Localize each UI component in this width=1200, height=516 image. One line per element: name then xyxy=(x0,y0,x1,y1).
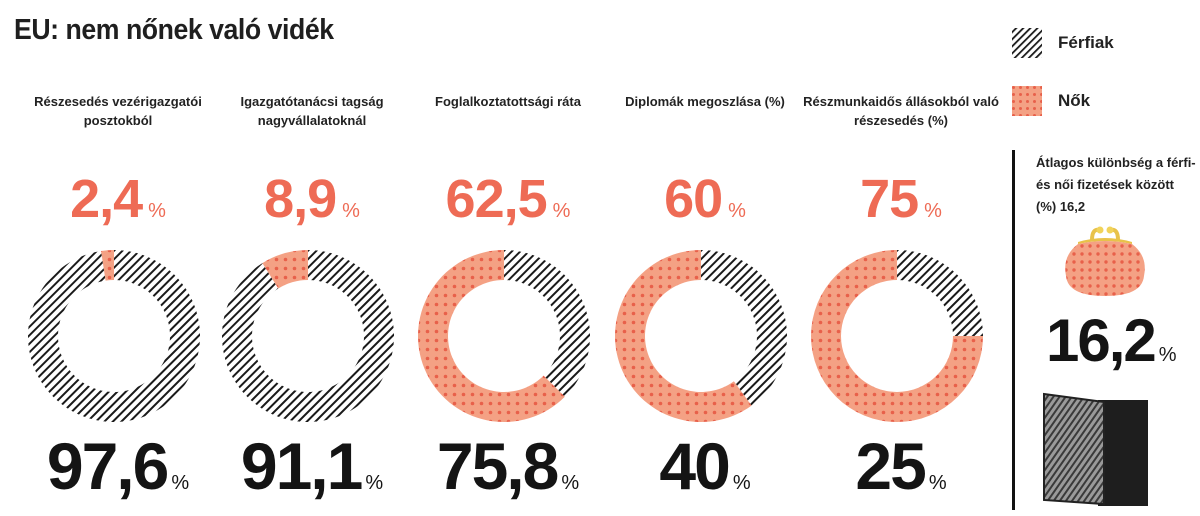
metric-label: Foglalkoztatottsági ráta xyxy=(435,94,581,109)
men-segment xyxy=(504,250,590,397)
donut-chart xyxy=(221,250,394,422)
women-segment xyxy=(101,250,114,281)
wallet-icon xyxy=(1043,392,1148,506)
legend-women: Nők xyxy=(1010,84,1090,118)
legend-women-label: Nők xyxy=(1058,91,1091,110)
donut-chart xyxy=(811,250,983,422)
men-percent-sign: % xyxy=(365,472,384,494)
men-value-number: 97,6 xyxy=(46,429,169,503)
men-value: 91,1% xyxy=(214,428,410,504)
donut-chart xyxy=(615,250,787,422)
dot-swatch-icon xyxy=(1012,86,1042,116)
men-value-number: 91,1 xyxy=(240,429,363,503)
women-segment xyxy=(615,250,752,422)
men-value: 97,6% xyxy=(20,428,216,504)
legend-men: Férfiak xyxy=(1010,26,1114,60)
metric-label: Igazgatótanácsi tagság nagyvállalatoknál xyxy=(240,94,384,128)
women-segment xyxy=(418,250,565,422)
men-value: 75,8% xyxy=(410,428,606,504)
men-percent-sign: % xyxy=(928,472,947,494)
women-percent-sign: % xyxy=(552,200,571,222)
metric-label: Diplomák megoszlása (%) xyxy=(625,94,785,109)
women-percent-sign: % xyxy=(342,200,360,222)
men-segment xyxy=(27,250,200,422)
men-segment xyxy=(701,250,787,406)
donut-panel: Foglalkoztatottsági ráta 62,5% 75,8% xyxy=(410,92,606,512)
men-segment xyxy=(897,250,983,336)
women-segment xyxy=(262,250,308,289)
women-value-number: 2,4 xyxy=(70,169,143,229)
women-percent-sign: % xyxy=(728,200,746,222)
women-value: 60% xyxy=(607,168,803,230)
wage-gap-text: Átlagos különbség a férfi- és női fizeté… xyxy=(1036,155,1196,214)
donut-chart xyxy=(418,250,590,422)
women-value: 8,9% xyxy=(214,168,410,230)
hatch-swatch-icon xyxy=(1012,28,1042,58)
wage-gap-percent-sign: % xyxy=(1158,344,1177,366)
men-value-number: 40 xyxy=(659,429,730,503)
women-percent-sign: % xyxy=(148,200,166,222)
section-divider xyxy=(1012,150,1015,510)
men-value-number: 75,8 xyxy=(436,429,559,503)
men-percent-sign: % xyxy=(561,472,580,494)
women-value: 2,4% xyxy=(20,168,216,230)
wage-gap-value: 16,2% xyxy=(1046,306,1177,375)
donut-panel: Igazgatótanácsi tagság nagyvállalatoknál… xyxy=(214,92,410,512)
donut-chart xyxy=(27,250,200,422)
donut-panel: Diplomák megoszlása (%) 60% 40% xyxy=(607,92,803,512)
wage-gap-number: 16,2 xyxy=(1046,307,1157,374)
purse-icon xyxy=(1065,226,1145,296)
men-value: 25% xyxy=(803,428,999,504)
men-segment xyxy=(221,250,394,422)
men-percent-sign: % xyxy=(732,472,751,494)
women-value-number: 62,5 xyxy=(445,169,548,229)
page-title: EU: nem nőnek való vidék xyxy=(14,14,334,46)
donut-panel: Részesedés vezérigazgatói posztokból 2,4%… xyxy=(20,92,216,512)
legend-men-label: Férfiak xyxy=(1058,33,1114,52)
men-value-number: 25 xyxy=(855,429,926,503)
women-percent-sign: % xyxy=(924,200,942,222)
metric-label: Részmunkaidős állásokból való részesedés… xyxy=(803,94,999,128)
women-value: 75% xyxy=(803,168,999,230)
men-value: 40% xyxy=(607,428,803,504)
men-percent-sign: % xyxy=(171,472,190,494)
women-value: 62,5% xyxy=(410,168,606,230)
donut-panel: Részmunkaidős állásokból való részesedés… xyxy=(803,92,999,512)
women-value-number: 75 xyxy=(860,169,919,229)
metric-label: Részesedés vezérigazgatói posztokból xyxy=(34,94,202,128)
women-value-number: 60 xyxy=(664,169,723,229)
women-value-number: 8,9 xyxy=(264,169,337,229)
women-segment xyxy=(811,250,983,422)
